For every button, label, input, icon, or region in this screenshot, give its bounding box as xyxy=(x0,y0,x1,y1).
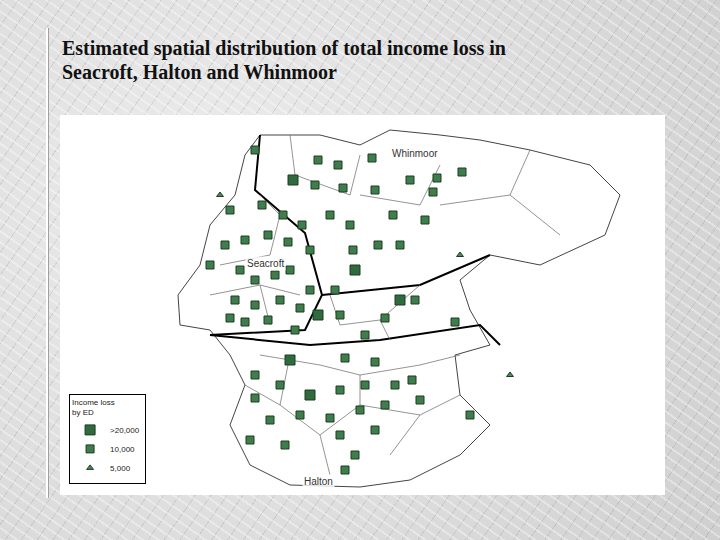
svg-text:>20,000: >20,000 xyxy=(110,426,140,435)
svg-text:Income lossby ED: Income lossby ED xyxy=(72,398,115,417)
svg-text:10,000: 10,000 xyxy=(110,445,135,454)
svg-text:Halton: Halton xyxy=(304,476,333,487)
svg-text:Seacroft: Seacroft xyxy=(247,258,284,269)
svg-text:5,000: 5,000 xyxy=(110,464,131,473)
html-text:Estimated spatial distribution: Estimated spatial distribution of total … xyxy=(62,37,506,83)
svg-text:Whinmoor: Whinmoor xyxy=(392,148,438,159)
